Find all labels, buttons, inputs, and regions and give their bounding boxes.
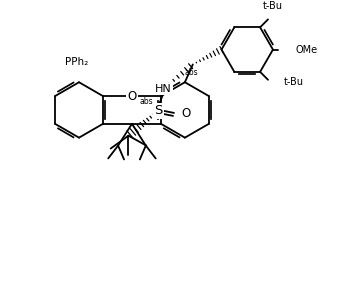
Text: t-Bu: t-Bu	[263, 1, 283, 11]
Text: t-Bu: t-Bu	[284, 77, 304, 87]
Text: abs: abs	[184, 68, 198, 77]
Text: abs: abs	[140, 97, 153, 105]
Text: PPh₂: PPh₂	[65, 57, 89, 67]
Text: HN: HN	[155, 84, 171, 94]
Text: S: S	[154, 104, 162, 117]
Text: OMe: OMe	[296, 45, 318, 54]
Text: O: O	[127, 90, 136, 103]
Text: O: O	[181, 108, 191, 120]
